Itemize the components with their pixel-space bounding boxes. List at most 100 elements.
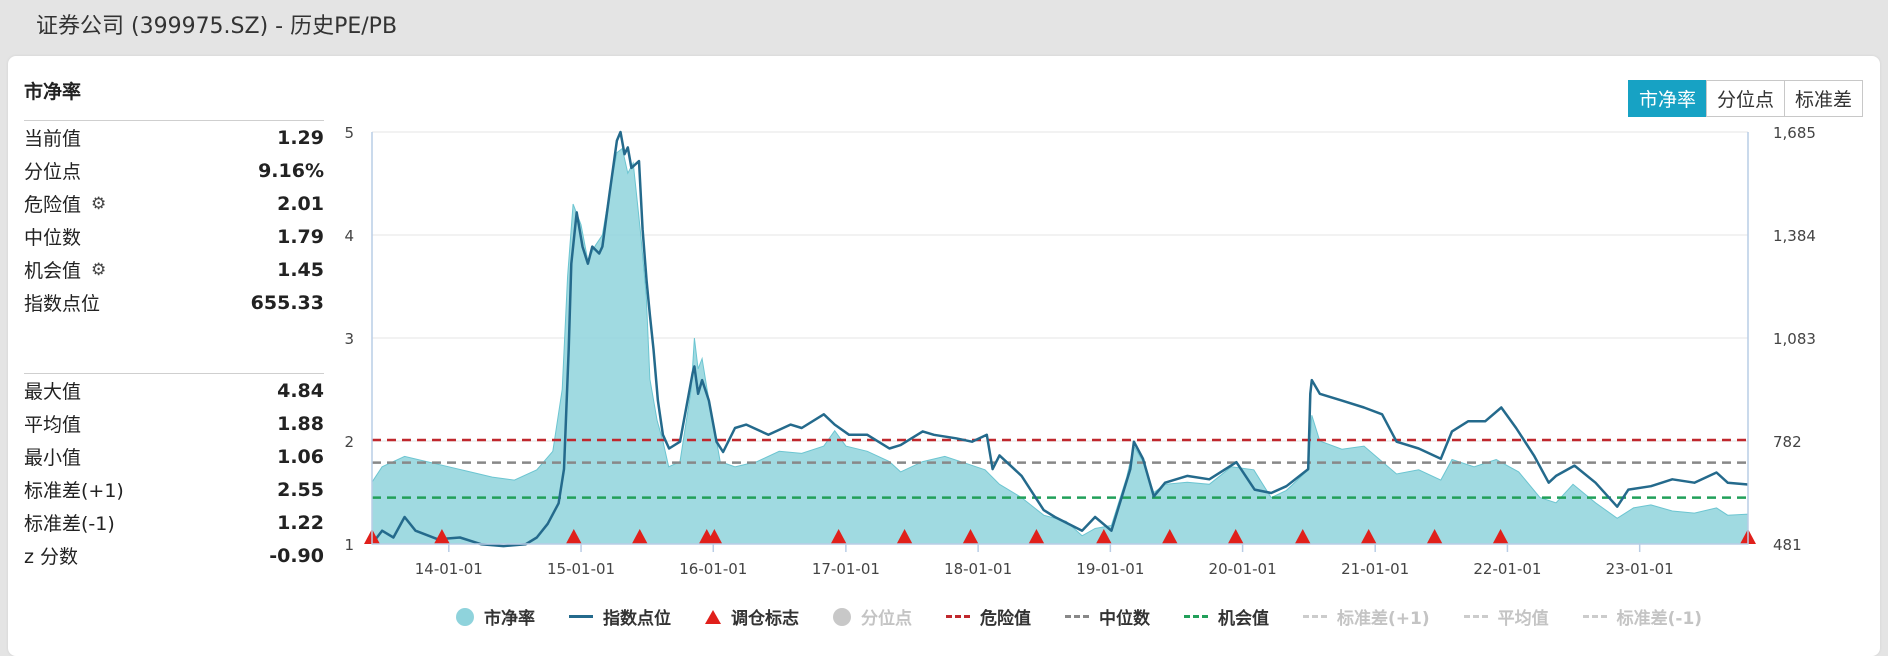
legend-line-icon: [569, 615, 593, 618]
x-tick-label: 20-01-01: [1209, 560, 1277, 578]
rebalance-marker: [896, 529, 913, 544]
summary-stats-group: 最大值 4.84 平均值 1.88 最小值 1.06 标准差(+1) 2.55 标准差(-1) 1…: [24, 374, 324, 572]
stat-label: 机会值: [24, 260, 82, 282]
rebalance-marker: [565, 529, 582, 544]
legend-dash-icon: [1582, 615, 1607, 618]
legend-item[interactable]: 指数点位: [569, 604, 671, 629]
index-line: [371, 130, 1749, 548]
rebalance-marker: [706, 529, 723, 544]
pb-area: [371, 147, 1749, 545]
rebalance-marker: [1095, 529, 1112, 544]
y-right-tick-label: 1,685: [1773, 124, 1816, 142]
stat-row: 最小值 1.06: [24, 440, 324, 473]
rebalance-marker: [1028, 529, 1045, 544]
y-left-tick-label: 4: [344, 227, 354, 245]
stat-row: 指数点位 655.33: [24, 286, 324, 319]
legend-circle-icon: [456, 607, 474, 626]
legend-item[interactable]: 中位数: [1065, 604, 1150, 629]
legend-item[interactable]: 标准差(-1): [1582, 604, 1703, 629]
legend-label: 机会值: [1218, 609, 1269, 629]
stat-label: z 分数: [24, 546, 79, 568]
x-tick-label: 22-01-01: [1473, 560, 1541, 578]
legend-dash-icon: [946, 615, 970, 618]
toggle-button[interactable]: 分位点: [1705, 80, 1785, 117]
stat-label: 危险值: [24, 194, 82, 216]
legend-item[interactable]: 调仓标志: [705, 604, 799, 629]
legend-item[interactable]: 标准差(+1): [1303, 604, 1430, 629]
y-left-tick-label: 2: [344, 433, 354, 451]
stat-label: 当前值: [24, 128, 82, 150]
rebalance-marker: [830, 529, 847, 544]
y-left-tick-label: 5: [344, 124, 354, 142]
rebalance-marker: [1294, 529, 1311, 544]
x-tick-label: 15-01-01: [547, 560, 615, 578]
stat-value: 2.01: [277, 192, 324, 215]
stat-row: 机会值 ⚙ 1.45: [24, 253, 324, 286]
legend-label: 调仓标志: [731, 609, 799, 629]
toggle-button[interactable]: 市净率: [1627, 80, 1707, 117]
stat-value: 1.22: [277, 511, 324, 534]
stat-row: 平均值 1.88: [24, 407, 324, 440]
index-line-layer: [371, 130, 1749, 548]
stat-row: 当前值 1.29: [24, 121, 324, 154]
stat-row: 危险值 ⚙ 2.01: [24, 187, 324, 220]
gear-icon[interactable]: ⚙: [91, 193, 107, 214]
stat-label: 分位点: [24, 161, 82, 183]
rebalance-marker: [1227, 529, 1244, 544]
toggle-button[interactable]: 标准差: [1783, 80, 1863, 117]
metric-toggle-group: 市净率 分位点 标准差: [1627, 80, 1863, 117]
y-right-tick-label: 1,384: [1773, 227, 1816, 245]
y-right-tick-label: 481: [1773, 536, 1802, 554]
legend-label: 危险值: [980, 609, 1031, 629]
legend-item[interactable]: 市净率: [456, 604, 535, 629]
stat-label: 标准差(-1): [24, 513, 115, 535]
x-tick-label: 21-01-01: [1341, 560, 1409, 578]
stat-value: 1.88: [277, 412, 324, 435]
x-tick-label: 16-01-01: [679, 560, 747, 578]
legend-label: 指数点位: [603, 609, 671, 629]
stat-label: 中位数: [24, 227, 82, 249]
legend-dash-icon: [1463, 615, 1488, 618]
y-left-tick-label: 1: [344, 536, 354, 554]
legend-item[interactable]: 危险值: [946, 604, 1031, 629]
stat-row: 标准差(-1) 1.22: [24, 506, 324, 539]
rebalance-marker: [962, 529, 979, 544]
current-stats-group: 当前值 1.29 分位点 9.16% 危险值 ⚙ 2.01 中位数 1.79 机会值 ⚙ 1.45 指数…: [24, 121, 324, 319]
legend-dash-icon: [1065, 615, 1089, 618]
stat-row: 分位点 9.16%: [24, 154, 324, 187]
legend-dash-icon: [1303, 615, 1327, 618]
legend-item[interactable]: 分位点: [833, 604, 912, 629]
stat-value: 2.55: [277, 478, 324, 501]
stat-label: 最小值: [24, 447, 82, 469]
chart-card: [8, 56, 1880, 656]
legend-label: 标准差(+1): [1337, 609, 1430, 629]
stat-value: 4.84: [277, 379, 324, 402]
legend-item[interactable]: 平均值: [1463, 604, 1549, 629]
rebalance-marker: [433, 529, 450, 544]
stat-row: z 分数 -0.90: [24, 539, 324, 572]
gear-icon[interactable]: ⚙: [91, 259, 107, 280]
legend-circle-icon: [833, 607, 851, 626]
legend-label: 市净率: [484, 609, 535, 629]
legend-label: 平均值: [1497, 609, 1549, 629]
legend-label: 中位数: [1099, 609, 1150, 629]
legend-item[interactable]: 机会值: [1184, 604, 1269, 629]
stat-value: -0.90: [269, 544, 324, 567]
stat-value: 1.29: [277, 126, 324, 149]
x-tick-label: 14-01-01: [415, 560, 483, 578]
stat-label: 标准差(+1): [24, 480, 124, 502]
rebalance-marker: [1492, 529, 1509, 544]
legend-triangle-icon: [705, 609, 721, 624]
legend-label: 分位点: [861, 609, 912, 629]
divider: [24, 120, 324, 121]
divider: [24, 373, 324, 374]
stat-row: 中位数 1.79: [24, 220, 324, 253]
x-tick-label: 23-01-01: [1606, 560, 1674, 578]
stat-value: 9.16%: [258, 159, 324, 182]
x-tick-label: 19-01-01: [1076, 560, 1144, 578]
stat-value: 655.33: [250, 291, 324, 314]
legend-label: 标准差(-1): [1616, 609, 1703, 629]
rebalance-marker: [631, 529, 648, 544]
pb-history-chart: 1 2 3 4 5 481 782 1,083 1,384 1,685 14-01-01 15-01-…: [344, 124, 1816, 578]
chart-legend: 市净率 指数点位 调仓标志 分位点 危险值 中位数 机会值 标准差(+1) 平均值 标准差(-1): [456, 604, 1736, 629]
